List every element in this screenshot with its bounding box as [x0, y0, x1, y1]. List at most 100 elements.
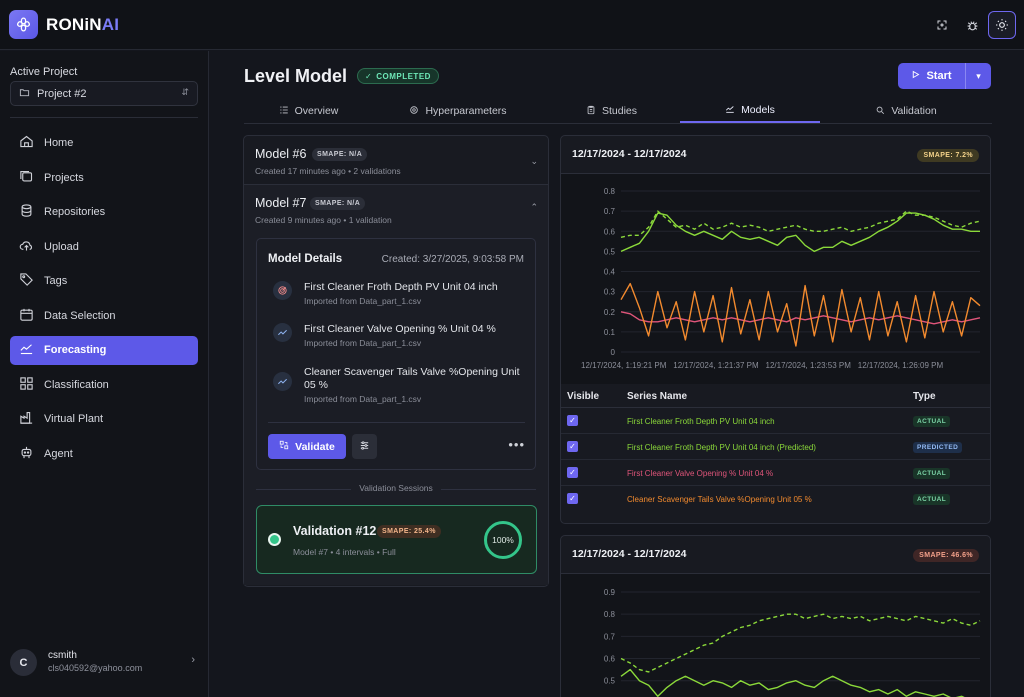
cloud-upload-icon — [19, 238, 34, 256]
sliders-button[interactable] — [352, 434, 377, 459]
model-title[interactable]: Model #7 — [255, 196, 307, 210]
divider — [268, 422, 525, 423]
user-email: cls040592@yahoo.com — [48, 663, 143, 673]
sidebar-item-label: Tags — [44, 275, 68, 288]
models-panel: Model #6 SMAPE: N/A Created 17 minutes a… — [243, 135, 549, 587]
y-tick-label: 0 — [611, 348, 616, 357]
smape-chip: SMAPE: 46.6% — [913, 549, 979, 562]
sidebar-item-forecasting[interactable]: Forecasting — [10, 336, 198, 365]
home-icon — [19, 134, 34, 152]
chevron-right-icon: › — [191, 654, 195, 666]
sidebar-item-upload[interactable]: Upload — [10, 233, 198, 262]
chevron-up-icon[interactable]: ⌃ — [530, 202, 538, 212]
bug-icon[interactable] — [959, 12, 985, 38]
smape-chip: SMAPE: 7.2% — [917, 149, 979, 162]
y-tick-label: 0.8 — [604, 610, 616, 619]
progress-ring: 100% — [484, 521, 522, 559]
chart-header: 12/17/2024 - 12/17/2024 SMAPE: 46.6% — [561, 536, 990, 574]
y-tick-label: 0.1 — [604, 328, 616, 337]
x-tick-label: 12/17/2024, 1:21:37 PM — [673, 361, 759, 370]
smape-chip: SMAPE: N/A — [312, 148, 368, 161]
logo-icon[interactable] — [9, 10, 38, 39]
series-name: First Cleaner Froth Depth PV Unit 04 inc… — [627, 443, 816, 452]
model-subtitle: Created 9 minutes ago • 1 validation — [255, 215, 392, 225]
series-name: Cleaner Scavenger Tails Valve %Opening U… — [627, 495, 812, 504]
visible-checkbox[interactable]: ✓ — [567, 441, 578, 452]
model-title: Model #6 — [255, 147, 307, 161]
status-dot — [268, 533, 281, 546]
tab-overview[interactable]: Overview — [244, 99, 373, 123]
factory-icon — [19, 410, 34, 428]
sidebar-item-virtual-plant[interactable]: Virtual Plant — [10, 405, 198, 434]
start-button[interactable]: Start — [898, 63, 966, 89]
start-dropdown-button[interactable]: ▾ — [966, 71, 991, 82]
tab-validation[interactable]: Validation — [820, 99, 992, 123]
y-tick-label: 0.9 — [604, 588, 616, 597]
sidebar-item-label: Classification — [44, 378, 109, 391]
tab-models[interactable]: Models — [680, 99, 820, 123]
project-select[interactable]: Project #2 ⇵ — [10, 81, 198, 106]
column-header: Series Name — [627, 391, 688, 402]
line-chart: 0.40.50.60.70.80.9 — [604, 588, 981, 697]
sidebar-nav: Home Projects Repositories Upload Tags D… — [10, 129, 198, 474]
sidebar-item-home[interactable]: Home — [10, 129, 198, 158]
sidebar-item-repositories[interactable]: Repositories — [10, 198, 198, 227]
sliders-icon — [359, 440, 370, 454]
sidebar-item-label: Agent — [44, 447, 73, 460]
focus-icon[interactable] — [929, 12, 955, 38]
series-name: First Cleaner Froth Depth PV Unit 04 inc… — [627, 417, 775, 426]
play-icon — [911, 70, 920, 82]
sidebar-item-classification[interactable]: Classification — [10, 371, 198, 400]
sidebar-item-label: Repositories — [44, 206, 106, 219]
details-title: Model Details — [268, 253, 343, 265]
x-tick-label: 12/17/2024, 1:23:53 PM — [766, 361, 852, 370]
line-chart: 0 0.1 0.2 0.3 0.4 0.5 0.6 0.7 0.8 12/17/2024, 1:1… — [581, 187, 981, 370]
y-tick-label: 0.4 — [604, 268, 616, 277]
visible-checkbox[interactable]: ✓ — [567, 415, 578, 426]
sidebar-item-agent[interactable]: Agent — [10, 440, 198, 469]
robot-icon — [19, 445, 34, 463]
sidebar-item-label: Data Selection — [44, 309, 116, 322]
sidebar-item-tags[interactable]: Tags — [10, 267, 198, 296]
avatar: C — [10, 649, 37, 676]
trend-icon — [19, 341, 34, 359]
visible-checkbox[interactable]: ✓ — [567, 467, 578, 478]
sidebar-item-projects[interactable]: Projects — [10, 164, 198, 193]
grid-icon — [19, 376, 34, 394]
validate-button[interactable]: Validate — [268, 434, 346, 459]
chevron-down-icon[interactable]: ⌄ — [530, 156, 538, 166]
sun-icon[interactable] — [988, 11, 1016, 39]
model-details-card: Model Details Created: 3/27/2025, 9:03:5… — [256, 238, 536, 470]
visible-checkbox[interactable]: ✓ — [567, 493, 578, 504]
x-tick-label: 12/17/2024, 1:26:09 PM — [858, 361, 944, 370]
tag-icon — [19, 272, 34, 290]
series-line — [620, 668, 965, 697]
trend-icon — [725, 104, 735, 117]
validation-card[interactable]: Validation #12 SMAPE: 25.4% Model #7 • 4… — [256, 505, 537, 574]
model-subtitle: Created 17 minutes ago • 2 validations — [255, 166, 401, 176]
calendar-icon — [19, 307, 34, 325]
model-row[interactable]: Model #6 SMAPE: N/A Created 17 minutes a… — [244, 136, 548, 185]
y-tick-label: 0.7 — [604, 207, 616, 216]
user-menu[interactable]: C csmith cls040592@yahoo.com › — [10, 648, 198, 684]
list-icon — [279, 105, 289, 118]
model-row-expanded: Model #7 SMAPE: N/A Created 9 minutes ag… — [244, 185, 548, 585]
chart-plot-area: 0 0.1 0.2 0.3 0.4 0.5 0.6 0.7 0.8 12/17/2024, 1:1… — [561, 174, 990, 384]
sidebar-item-data-selection[interactable]: Data Selection — [10, 302, 198, 331]
tab-hyperparameters[interactable]: Hyperparameters — [373, 99, 543, 123]
target-icon — [273, 281, 292, 300]
sidebar-item-label: Virtual Plant — [44, 413, 104, 426]
tab-studies[interactable]: Studies — [543, 99, 680, 123]
chevron-updown-icon: ⇵ — [181, 87, 189, 97]
swap-icon — [279, 440, 289, 453]
feature-source: Imported from Data_part_1.csv — [304, 394, 422, 404]
check-icon: ✓ — [365, 71, 373, 81]
y-tick-label: 0.7 — [604, 632, 616, 641]
column-header: Visible — [567, 391, 600, 402]
sidebar-item-label: Projects — [44, 171, 84, 184]
feature-name: First Cleaner Froth Depth PV Unit 04 inc… — [304, 281, 498, 293]
more-options-icon[interactable]: ••• — [508, 437, 525, 452]
series-line — [620, 210, 981, 238]
top-bar: RONiNAI — [0, 0, 1024, 50]
type-badge: ACTUAL — [913, 494, 951, 505]
